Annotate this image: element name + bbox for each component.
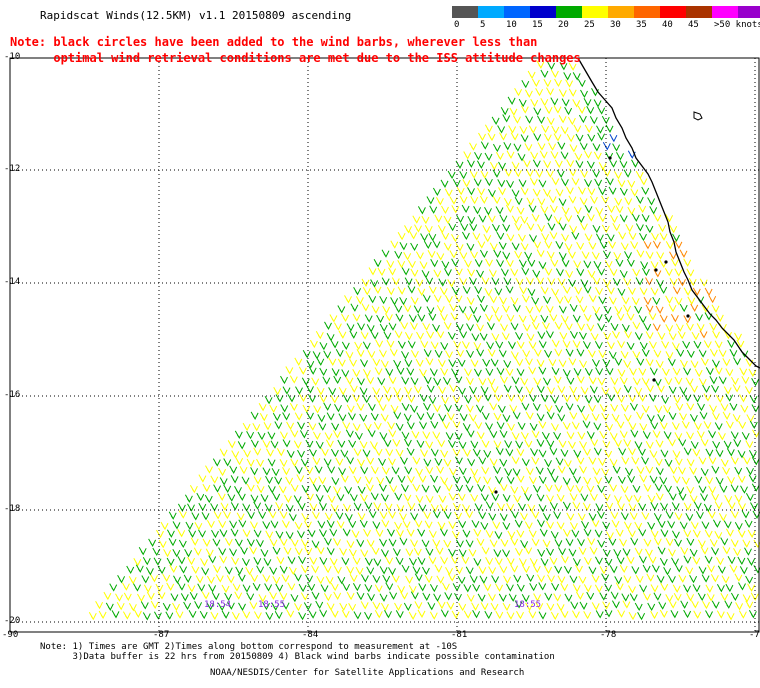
legend-labels: 0 5 10 15 20 25 30 35 40 45 >50 knots (452, 18, 760, 30)
legend-swatch (530, 6, 556, 18)
legend-label: 30 (610, 20, 621, 30)
wind-speed-legend: 0 5 10 15 20 25 30 35 40 45 >50 knots (452, 6, 760, 30)
warning-note-line2: optimal wind retrieval conditions are me… (10, 51, 581, 65)
legend-label: 15 (532, 20, 543, 30)
contamination-marker (652, 378, 656, 382)
time-label: 18:54 (204, 600, 232, 610)
wind-barb-group (602, 133, 636, 159)
wind-barb-group (88, 60, 760, 621)
lon-label: -81 (451, 630, 468, 640)
legend-label: 0 (454, 20, 460, 30)
lat-label: -10 (4, 52, 21, 62)
lon-label: -78 (600, 630, 617, 640)
lake-outline (693, 111, 703, 121)
legend-swatch (582, 6, 608, 18)
lat-label: -20 (4, 616, 21, 626)
legend-swatch (478, 6, 504, 18)
contamination-marker (664, 260, 668, 264)
map-frame (9, 57, 760, 633)
contamination-marker (654, 268, 658, 272)
contamination-marker (686, 314, 690, 318)
credit-line: NOAA/NESDIS/Center for Satellite Applica… (210, 668, 525, 678)
time-label: 18:55 (258, 600, 286, 610)
legend-label: 45 (688, 20, 699, 30)
lat-label: -18 (4, 504, 21, 514)
coastline (577, 57, 760, 369)
time-label: 18:55 (514, 600, 542, 610)
wind-barb-group (105, 61, 760, 621)
lat-label: -16 (4, 390, 21, 400)
contamination-marker (608, 156, 612, 160)
footnote-line2: 3)Data buffer is 22 hrs from 20150809 4)… (40, 652, 555, 662)
legend-label: 20 (558, 20, 569, 30)
wind-barb-group (643, 240, 717, 339)
legend-swatch (738, 6, 760, 18)
legend-swatch (660, 6, 686, 18)
legend-label: 25 (584, 20, 595, 30)
footnote-line1: Note: 1) Times are GMT 2)Times along bot… (40, 642, 458, 652)
wind-barbs (88, 60, 760, 621)
legend-swatch (452, 6, 478, 18)
legend-label: 40 (662, 20, 673, 30)
legend-label: 5 (480, 20, 486, 30)
legend-swatch (686, 6, 712, 18)
lon-label: -84 (302, 630, 319, 640)
legend-swatch (556, 6, 582, 18)
contamination-marker (494, 490, 498, 494)
legend-swatches (452, 6, 760, 18)
legend-swatch (608, 6, 634, 18)
legend-swatch (712, 6, 738, 18)
lat-label: -14 (4, 277, 21, 287)
warning-note-line1: Note: black circles have been added to t… (10, 35, 538, 49)
lon-label: -75 (749, 630, 760, 640)
lon-label: -90 (2, 630, 19, 640)
legend-swatch (504, 6, 530, 18)
lat-label: -12 (4, 164, 21, 174)
legend-label: >50 knots (714, 20, 760, 30)
legend-label: 35 (636, 20, 647, 30)
legend-label: 10 (506, 20, 517, 30)
legend-swatch (634, 6, 660, 18)
map-title: Rapidscat Winds(12.5KM) v1.1 20150809 as… (40, 9, 352, 22)
lon-label: -87 (153, 630, 170, 640)
